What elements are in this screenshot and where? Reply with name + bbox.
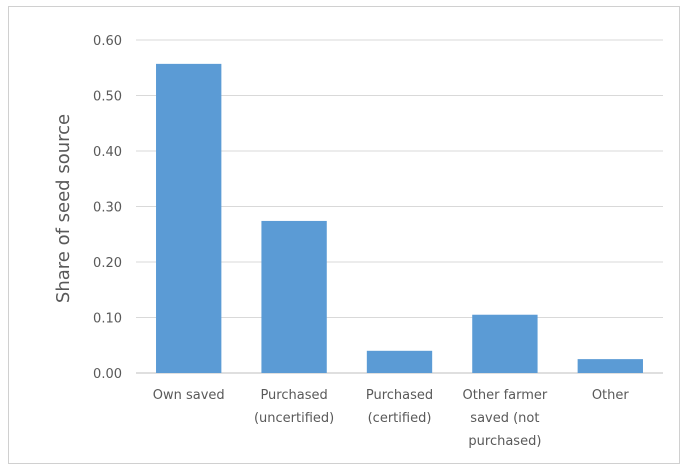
y-tick-label: 0.20 <box>93 256 122 271</box>
x-category-label: Other <box>592 388 630 403</box>
x-category-label: Own saved <box>153 388 225 403</box>
y-tick-label: 0.60 <box>93 34 122 49</box>
x-category-label: (certified) <box>368 411 432 426</box>
y-tick-label: 0.40 <box>93 145 122 160</box>
y-axis-label: Share of seed source <box>53 114 74 303</box>
chart-frame <box>8 6 680 464</box>
y-tick-label: 0.00 <box>93 367 122 382</box>
x-category-label: Purchased <box>260 388 327 403</box>
bar <box>156 63 222 374</box>
x-category-label: saved (not <box>470 411 539 426</box>
x-category-label: (uncertified) <box>254 411 334 426</box>
x-category-label: Other farmer <box>463 388 548 403</box>
y-tick-label: 0.50 <box>93 90 122 105</box>
y-tick-label: 0.10 <box>93 312 122 327</box>
bar <box>472 314 538 373</box>
y-tick-label: 0.30 <box>93 201 122 216</box>
x-category-label: Purchased <box>366 388 433 403</box>
bar <box>577 359 643 373</box>
x-category-label: purchased) <box>468 434 541 449</box>
bar <box>261 220 327 373</box>
bar <box>366 350 433 373</box>
